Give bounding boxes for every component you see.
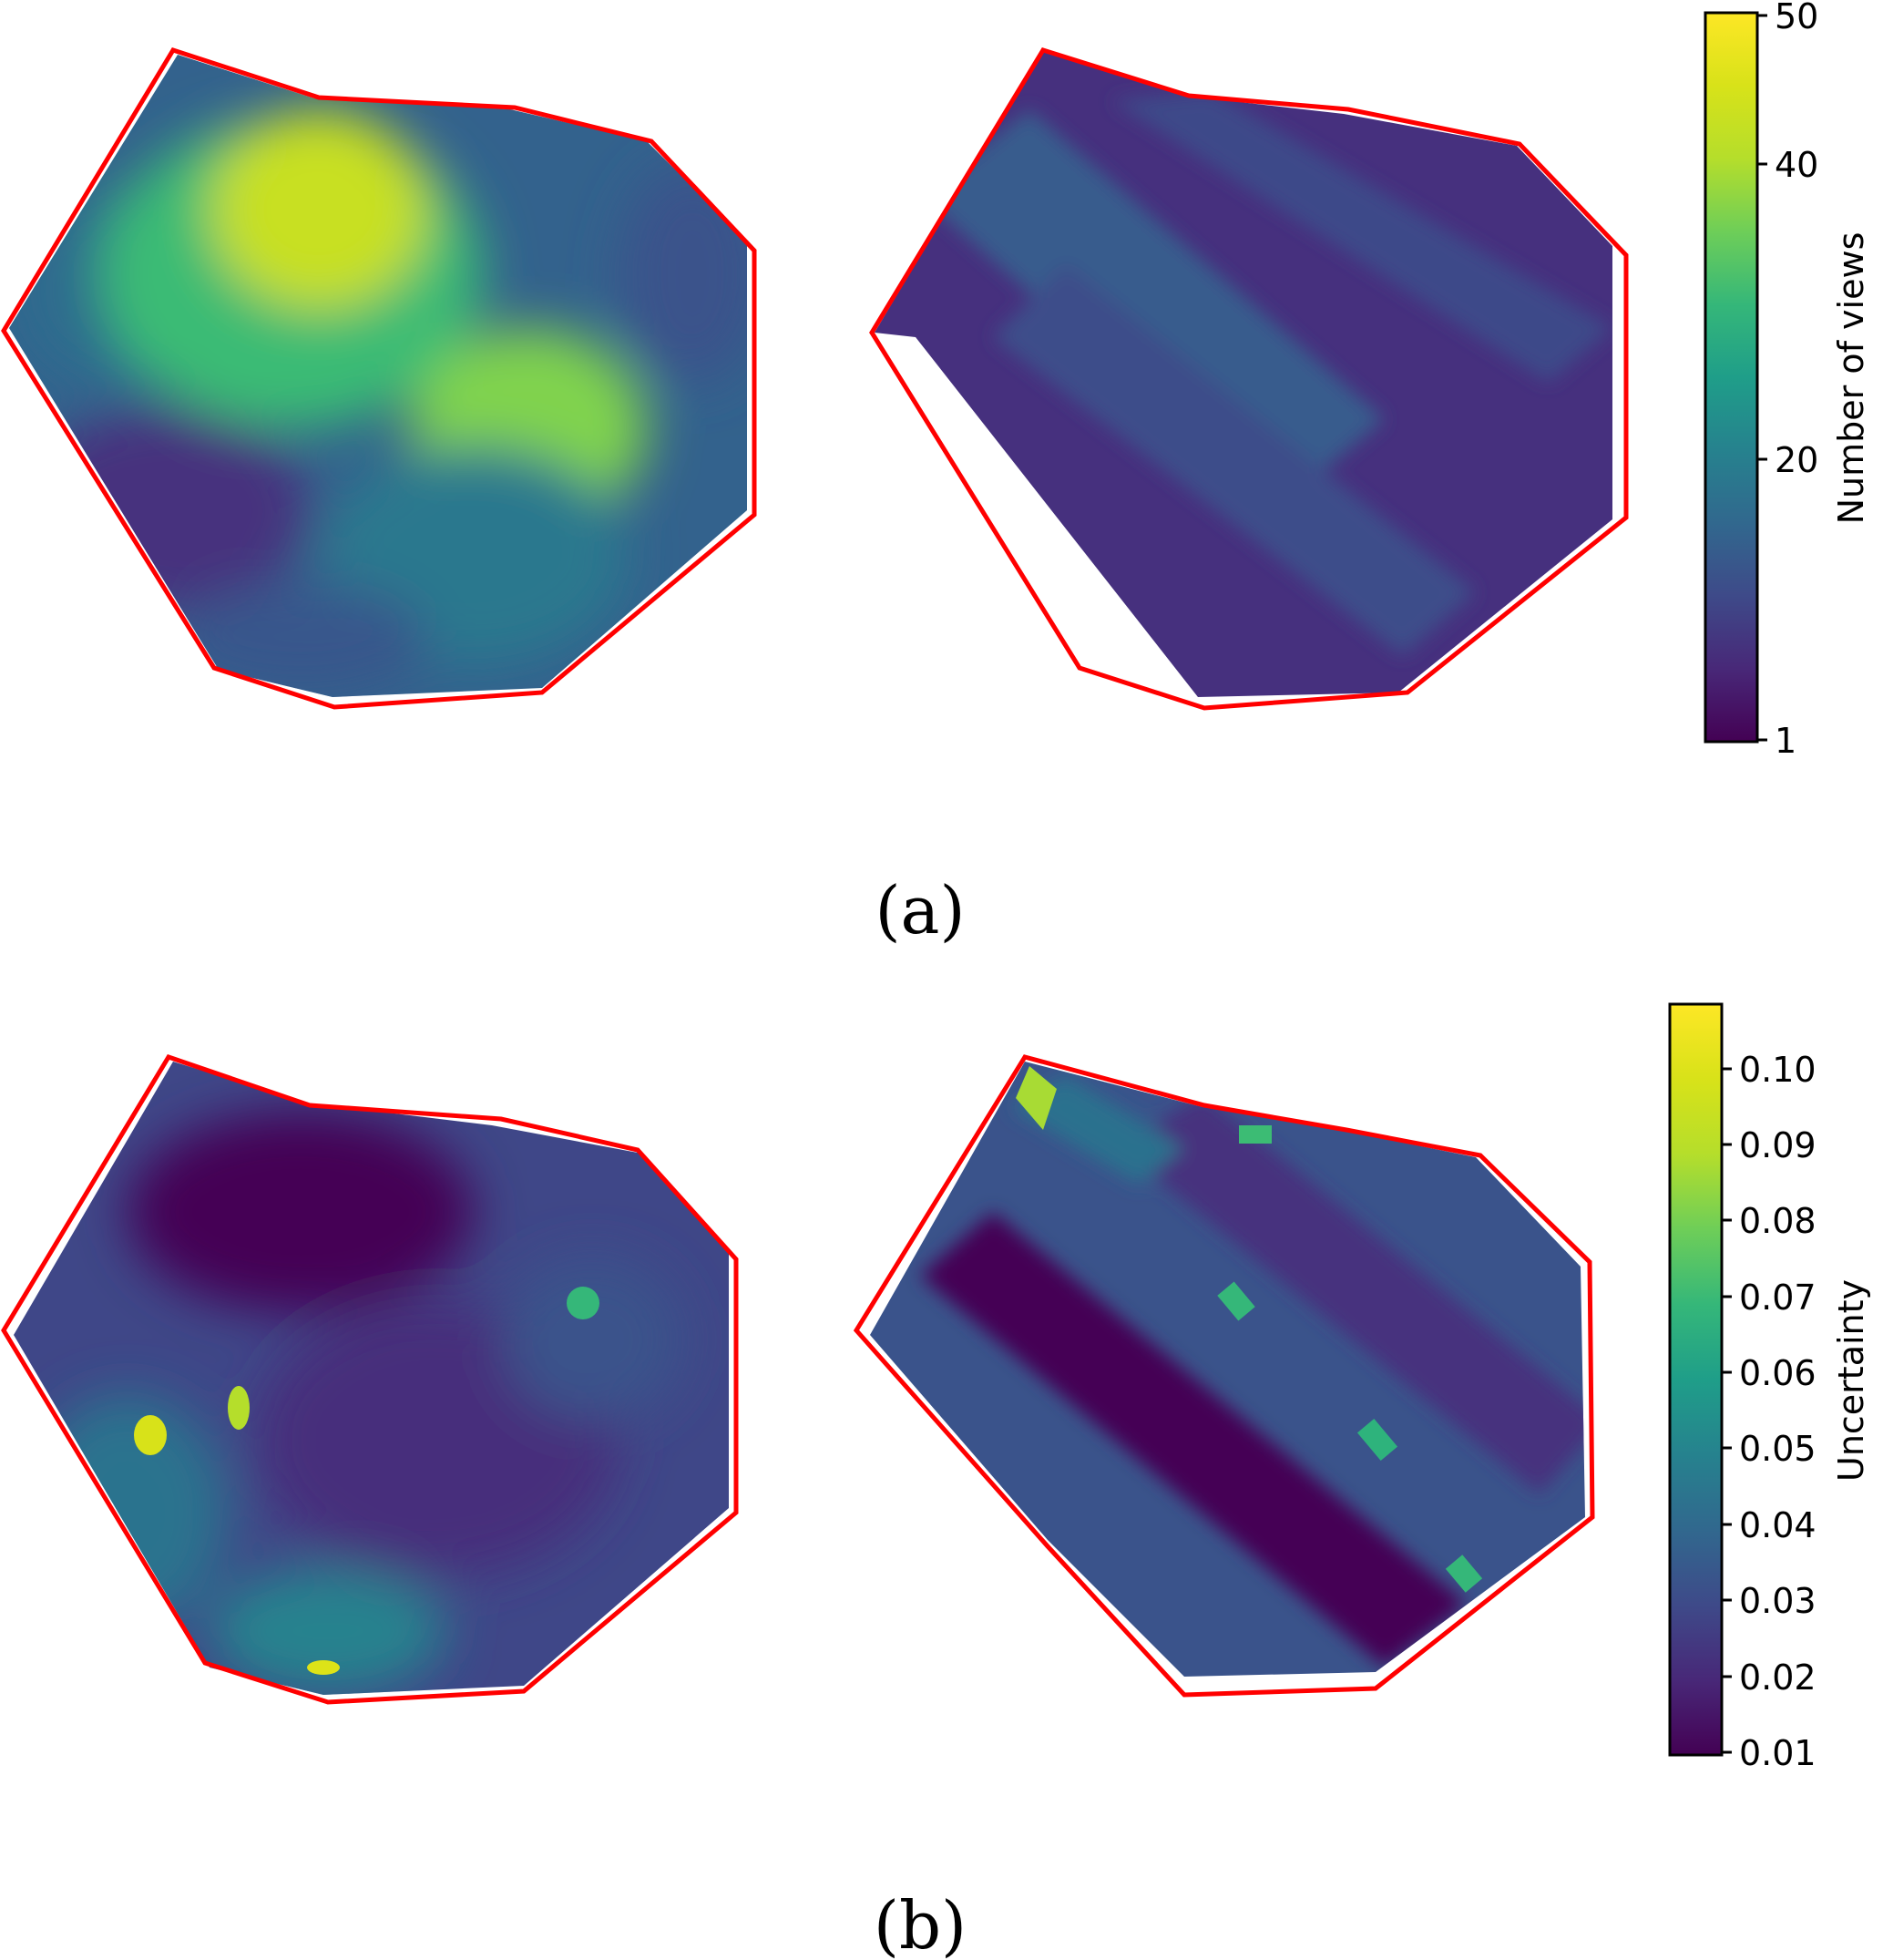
colorbar-b-tick-0.06: 0.06 [1739,1353,1816,1393]
caption-a: (a) [875,872,965,949]
colorbar-b-tick-0.07: 0.07 [1739,1278,1816,1318]
colorbar-a-tick-50: 50 [1775,0,1818,36]
colorbar-b-ticks: 0.10 0.09 0.08 0.07 0.06 0.05 0.04 0.03 … [1722,1050,1816,1773]
colorbar-a-tick-40: 40 [1775,145,1818,185]
colorbar-b: 0.10 0.09 0.08 0.07 0.06 0.05 0.04 0.03 … [1668,1002,1871,1773]
colorbar-a-ticks: 50 40 20 1 [1757,0,1818,761]
colorbar-a: 50 40 20 1 Number of views [1704,0,1871,761]
colorbar-a-tick-1: 1 [1775,721,1796,761]
map-b-right [853,1054,1595,1698]
colorbar-b-tick-0.09: 0.09 [1739,1125,1816,1165]
colorbar-b-tick-0.01: 0.01 [1739,1733,1816,1773]
caption-b: (b) [874,1887,967,1960]
map-a-left [1,47,757,710]
colorbar-b-tick-0.05: 0.05 [1739,1429,1816,1469]
colorbar-a-tick-20: 20 [1775,440,1818,480]
colorbar-b-tick-0.08: 0.08 [1739,1201,1816,1241]
colorbar-a-label: Number of views [1831,232,1871,525]
colorbar-b-label: Uncertainty [1831,1279,1871,1482]
colorbar-b-gradient [1668,1002,1724,1757]
colorbar-a-gradient [1704,11,1759,744]
map-a-right [869,47,1629,711]
colorbar-b-tick-0.04: 0.04 [1739,1505,1816,1545]
colorbar-b-tick-0.03: 0.03 [1739,1581,1816,1621]
map-b-left [1,1053,739,1705]
colorbar-b-tick-0.02: 0.02 [1739,1657,1816,1698]
colorbar-b-tick-0.10: 0.10 [1739,1050,1816,1090]
